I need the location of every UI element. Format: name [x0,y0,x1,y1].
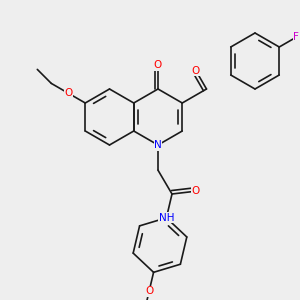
Text: O: O [145,286,153,296]
Text: O: O [192,66,200,76]
Text: O: O [192,186,200,196]
Text: F: F [293,32,299,42]
Text: NH: NH [159,213,174,223]
Text: O: O [154,60,162,70]
Text: O: O [64,88,72,98]
Text: N: N [154,140,162,150]
